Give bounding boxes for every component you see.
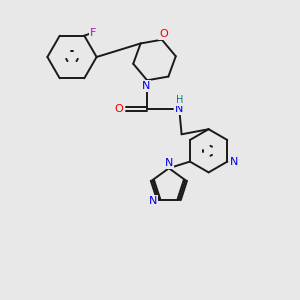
- Text: F: F: [89, 28, 96, 38]
- Text: N: N: [175, 104, 183, 114]
- Text: H: H: [176, 95, 183, 105]
- Text: N: N: [165, 158, 173, 168]
- Text: N: N: [141, 81, 150, 91]
- Text: N: N: [148, 196, 157, 206]
- Text: O: O: [115, 104, 123, 114]
- Text: O: O: [159, 29, 168, 39]
- Text: N: N: [230, 157, 238, 166]
